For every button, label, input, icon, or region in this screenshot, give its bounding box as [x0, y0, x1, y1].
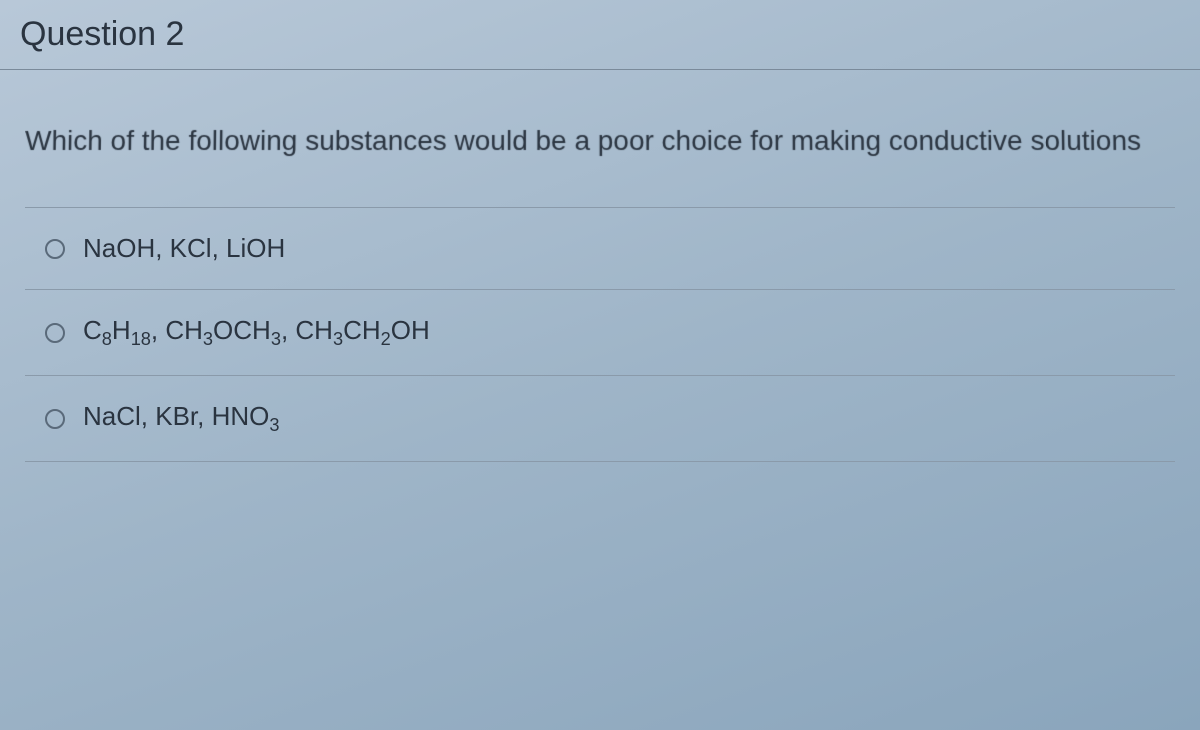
option-row-0[interactable]: NaOH, KCl, LiOH: [25, 208, 1175, 290]
option-row-2[interactable]: NaCl, KBr, HNO3: [25, 376, 1175, 462]
radio-icon[interactable]: [45, 239, 65, 259]
question-title: Question 2: [20, 15, 1180, 54]
radio-icon[interactable]: [45, 323, 65, 343]
option-text: C8H18, CH3OCH3, CH3CH2OH: [83, 315, 430, 350]
option-text: NaOH, KCl, LiOH: [83, 233, 285, 264]
question-body: Which of the following substances would …: [0, 70, 1200, 487]
question-header: Question 2: [0, 0, 1200, 70]
radio-icon[interactable]: [45, 409, 65, 429]
option-text: NaCl, KBr, HNO3: [83, 401, 280, 436]
options-container: NaOH, KCl, LiOH C8H18, CH3OCH3, CH3CH2OH…: [25, 207, 1175, 462]
question-prompt: Which of the following substances would …: [25, 120, 1176, 162]
question-container: Question 2 Which of the following substa…: [0, 0, 1200, 730]
option-row-1[interactable]: C8H18, CH3OCH3, CH3CH2OH: [25, 290, 1175, 376]
